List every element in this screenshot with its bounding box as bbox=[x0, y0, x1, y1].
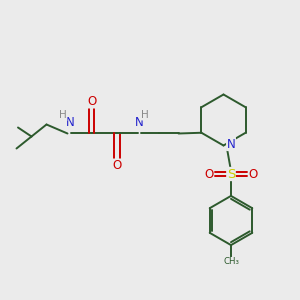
Text: N: N bbox=[66, 116, 75, 129]
Text: O: O bbox=[249, 167, 258, 181]
Text: H: H bbox=[141, 110, 148, 120]
Text: N: N bbox=[135, 116, 144, 129]
Text: CH₃: CH₃ bbox=[223, 257, 239, 266]
Text: O: O bbox=[112, 159, 122, 172]
Text: S: S bbox=[227, 167, 235, 181]
Text: O: O bbox=[204, 167, 213, 181]
Text: N: N bbox=[226, 137, 236, 151]
Text: H: H bbox=[59, 110, 67, 121]
Text: O: O bbox=[87, 95, 96, 108]
